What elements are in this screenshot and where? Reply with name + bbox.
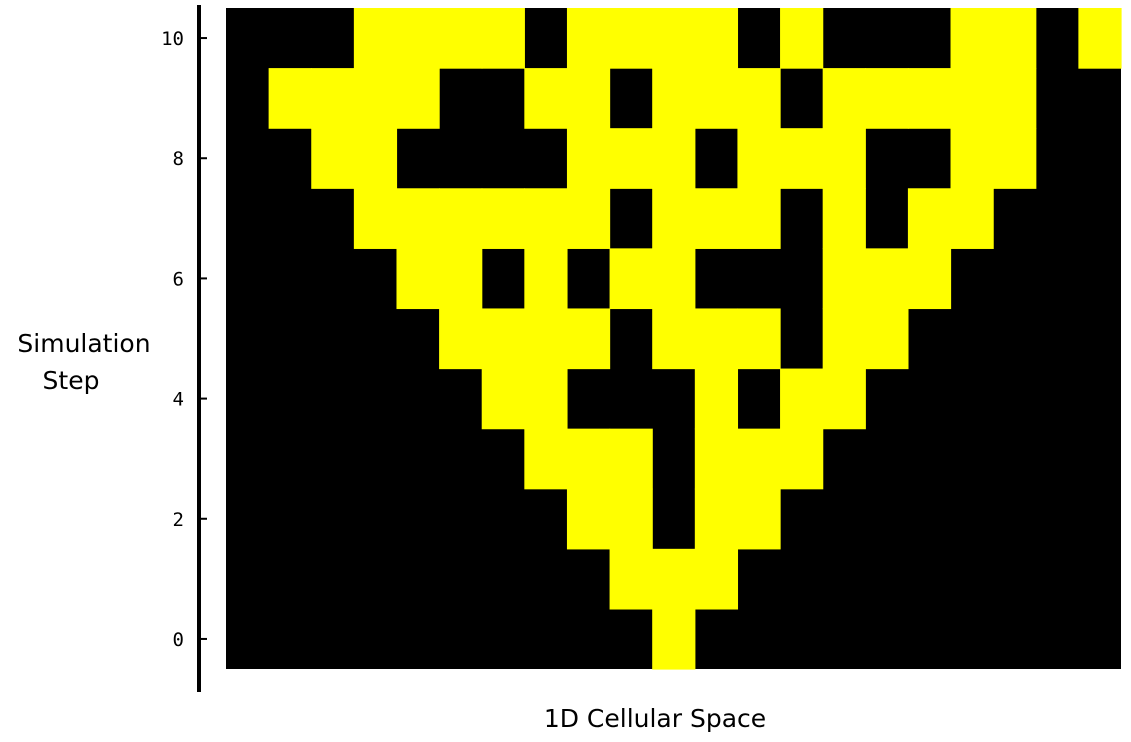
live-cell [353, 8, 398, 69]
live-cell [609, 128, 653, 189]
live-cell [950, 68, 994, 129]
x-axis-label: 1D Cellular Space [544, 704, 766, 733]
live-cell [652, 8, 696, 69]
live-cell [439, 248, 483, 310]
live-cell [566, 188, 611, 249]
live-cell [353, 188, 398, 249]
live-cell [439, 8, 483, 69]
live-cell [481, 8, 525, 69]
live-cell [396, 188, 440, 249]
live-cell [524, 368, 568, 430]
live-cell [780, 128, 824, 189]
live-cell [737, 428, 781, 490]
live-cell [950, 128, 994, 189]
live-cell [609, 428, 653, 490]
y-axis-label-line-2: Step [43, 366, 100, 395]
live-cell [780, 368, 824, 430]
live-cell [694, 488, 739, 550]
live-cell [609, 548, 653, 610]
y-tick-label: 0 [173, 629, 184, 651]
live-cell [993, 68, 1037, 129]
live-cell [865, 68, 909, 129]
live-cell [780, 428, 824, 490]
live-cell [907, 188, 952, 249]
live-cell [566, 488, 611, 550]
live-cell [652, 608, 696, 670]
live-cell [907, 248, 952, 310]
live-cell [524, 428, 568, 490]
live-cell [439, 188, 483, 249]
live-cell [609, 488, 653, 550]
live-cell [396, 8, 440, 69]
live-cell [268, 68, 312, 129]
live-cell [652, 248, 696, 310]
live-cell [353, 128, 398, 189]
live-cell [822, 308, 866, 370]
y-tick-label: 4 [173, 389, 184, 411]
live-cell [865, 308, 909, 370]
live-cell [822, 128, 866, 189]
live-cell [737, 308, 781, 370]
live-cell [737, 188, 781, 249]
live-cell [652, 548, 696, 610]
live-cell [950, 188, 994, 249]
live-cell [652, 308, 696, 370]
live-cell [737, 488, 781, 550]
live-cell [780, 8, 824, 69]
live-cell [865, 248, 909, 310]
live-cell [609, 248, 653, 310]
live-cell [737, 68, 781, 129]
y-tick-label: 6 [173, 268, 184, 290]
y-axis-label-line-1: Simulation [17, 329, 150, 358]
live-cell [566, 308, 611, 370]
live-cell [566, 428, 611, 490]
live-cell [609, 8, 653, 69]
live-cell [694, 548, 739, 610]
live-cell [993, 8, 1037, 69]
live-cell [353, 68, 398, 129]
live-cell [950, 8, 994, 69]
live-cell [396, 248, 440, 310]
live-cell [822, 68, 866, 129]
live-cell [566, 8, 611, 69]
live-cell [907, 68, 952, 129]
live-cell [694, 368, 739, 430]
live-cell [694, 428, 739, 490]
cell-grid [226, 8, 1122, 670]
live-cell [993, 128, 1037, 189]
y-tick-label: 2 [173, 509, 184, 531]
live-cell [822, 248, 866, 310]
live-cell [694, 68, 739, 129]
live-cell [481, 368, 525, 430]
live-cell [652, 188, 696, 249]
live-cell [481, 308, 525, 370]
live-cell [694, 188, 739, 249]
live-cell [396, 68, 440, 129]
live-cell [524, 68, 568, 129]
y-tick-label: 10 [161, 28, 184, 50]
live-cell [566, 68, 611, 129]
live-cell [481, 188, 525, 249]
live-cell [1078, 8, 1122, 69]
live-cell [822, 188, 866, 249]
live-cell [737, 128, 781, 189]
live-cell [524, 308, 568, 370]
live-cell [524, 248, 568, 310]
live-cell [566, 128, 611, 189]
live-cell [311, 68, 355, 129]
live-cell [694, 8, 739, 69]
live-cell [822, 368, 866, 430]
y-axis-ticks: 0 2 4 6 8 10 [161, 28, 207, 651]
live-cell [652, 128, 696, 189]
live-cell [652, 68, 696, 129]
live-cell [439, 308, 483, 370]
live-cell [694, 308, 739, 370]
live-cell [311, 128, 355, 189]
live-cell [524, 188, 568, 249]
y-tick-label: 8 [173, 148, 184, 170]
